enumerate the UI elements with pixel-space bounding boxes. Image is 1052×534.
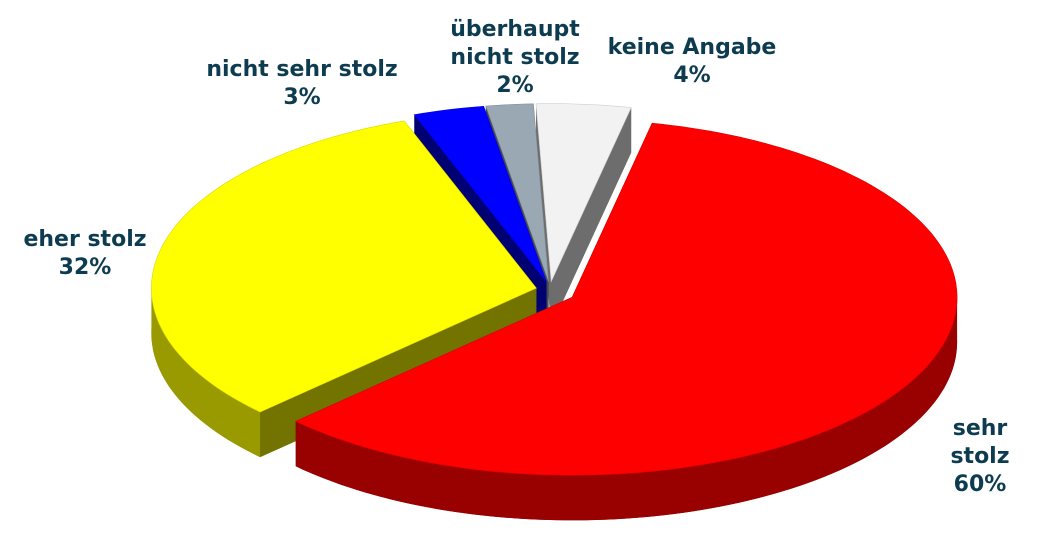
- slice-top: [485, 103, 549, 282]
- slice-label: nicht sehr stolz 3%: [206, 56, 397, 112]
- category-label: sehr stolz: [950, 416, 1010, 469]
- value-label: 2%: [496, 73, 534, 98]
- slice-top: [413, 105, 547, 283]
- slice: [535, 103, 632, 327]
- slice-label: eher stolz 32%: [23, 226, 146, 282]
- slice-label: überhaupt nicht stolz 2%: [440, 16, 590, 100]
- value-label: 3%: [283, 85, 321, 110]
- category-label: überhaupt nicht stolz: [450, 17, 580, 70]
- slice-wall: [295, 297, 958, 521]
- slice: [151, 120, 537, 458]
- slice-top: [535, 103, 632, 283]
- value-label: 32%: [58, 255, 112, 280]
- slice-side: [551, 107, 632, 327]
- value-label: 60%: [953, 472, 1007, 497]
- slice: [295, 122, 958, 521]
- slice-top: [295, 122, 958, 476]
- slice-wall: [151, 288, 261, 458]
- slice-top: [151, 120, 537, 413]
- category-label: keine Angabe: [607, 35, 777, 60]
- slice-label: keine Angabe 4%: [608, 34, 777, 90]
- value-label: 4%: [673, 63, 711, 88]
- category-label: nicht sehr stolz: [206, 57, 398, 82]
- category-label: eher stolz: [23, 227, 147, 252]
- slice-label: sehr stolz 60%: [944, 415, 1016, 499]
